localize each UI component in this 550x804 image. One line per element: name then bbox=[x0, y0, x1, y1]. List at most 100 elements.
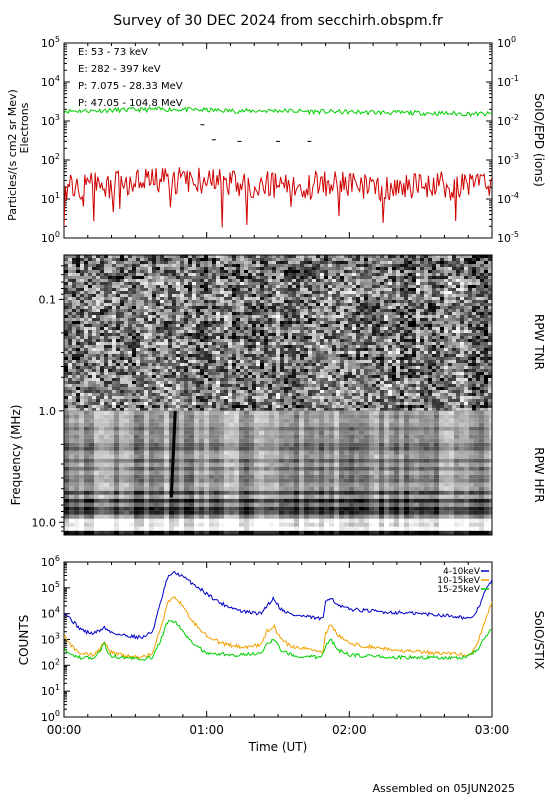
rpw-tnr-cell bbox=[408, 384, 412, 387]
rpw-tnr-cell bbox=[452, 330, 456, 333]
rpw-tnr-cell bbox=[148, 312, 152, 315]
rpw-tnr-cell bbox=[164, 273, 168, 276]
rpw-tnr-cell bbox=[144, 264, 148, 267]
rpw-tnr-cell bbox=[276, 345, 280, 348]
rpw-tnr-cell bbox=[376, 360, 380, 363]
rpw-tnr-cell bbox=[472, 315, 476, 318]
rpw-tnr-cell bbox=[168, 330, 172, 333]
rpw-tnr-cell bbox=[88, 315, 92, 318]
rpw-tnr-cell bbox=[464, 369, 468, 372]
rpw-tnr-cell bbox=[236, 384, 240, 387]
rpw-tnr-cell bbox=[152, 348, 156, 351]
rpw-tnr-cell bbox=[156, 273, 160, 276]
rpw-tnr-cell bbox=[448, 303, 452, 306]
rpw-tnr-cell bbox=[480, 354, 484, 357]
rpw-tnr-cell bbox=[116, 315, 120, 318]
rpw-tnr-cell bbox=[432, 264, 436, 267]
rpw-tnr-cell bbox=[464, 276, 468, 279]
rpw-tnr-cell bbox=[160, 381, 164, 384]
rpw-tnr-cell bbox=[364, 327, 368, 330]
rpw-tnr-cell bbox=[256, 354, 260, 357]
rpw-tnr-cell bbox=[328, 267, 332, 270]
rpw-tnr-cell bbox=[104, 261, 108, 264]
rpw-tnr-cell bbox=[256, 318, 260, 321]
rpw-tnr-cell bbox=[272, 381, 276, 384]
rpw-tnr-cell bbox=[408, 342, 412, 345]
rpw-tnr-cell bbox=[464, 360, 468, 363]
rpw-tnr-cell bbox=[480, 339, 484, 342]
rpw-tnr-cell bbox=[212, 294, 216, 297]
rpw-tnr-cell bbox=[168, 273, 172, 276]
rpw-tnr-cell bbox=[428, 267, 432, 270]
rpw-tnr-cell bbox=[372, 315, 376, 318]
rpw-tnr-cell bbox=[120, 324, 124, 327]
rpw-tnr-cell bbox=[208, 336, 212, 339]
rpw-tnr-cell bbox=[336, 300, 340, 303]
rpw-tnr-cell bbox=[252, 381, 256, 384]
rpw-tnr-cell bbox=[112, 321, 116, 324]
rpw-tnr-cell bbox=[404, 294, 408, 297]
rpw-tnr-cell bbox=[280, 363, 284, 366]
rpw-tnr-cell bbox=[184, 306, 188, 309]
rpw-tnr-cell bbox=[220, 327, 224, 330]
rpw-tnr-cell bbox=[388, 306, 392, 309]
rpw-tnr-cell bbox=[152, 318, 156, 321]
rpw-tnr-cell bbox=[472, 279, 476, 282]
rpw-tnr-cell bbox=[84, 348, 88, 351]
rpw-tnr-cell bbox=[68, 384, 72, 387]
rpw-tnr-cell bbox=[232, 348, 236, 351]
rpw-tnr-cell bbox=[484, 378, 488, 381]
rpw-tnr-cell bbox=[488, 339, 492, 342]
rpw-tnr-cell bbox=[176, 333, 180, 336]
rpw-tnr-cell bbox=[424, 366, 428, 369]
rpw-tnr-cell bbox=[384, 270, 388, 273]
rpw-tnr-cell bbox=[308, 303, 312, 306]
rpw-tnr-cell bbox=[220, 345, 224, 348]
rpw-tnr-cell bbox=[292, 357, 296, 360]
rpw-tnr-cell bbox=[368, 279, 372, 282]
rpw-tnr-cell bbox=[104, 369, 108, 372]
rpw-tnr-cell bbox=[476, 276, 480, 279]
rpw-tnr-cell bbox=[144, 345, 148, 348]
rpw-tnr-cell bbox=[200, 270, 204, 273]
rpw-tnr-cell bbox=[472, 270, 476, 273]
rpw-tnr-cell bbox=[320, 318, 324, 321]
rpw-tnr-cell bbox=[436, 258, 440, 261]
rpw-tnr-cell bbox=[72, 303, 76, 306]
rpw-tnr-cell bbox=[212, 300, 216, 303]
rpw-tnr-cell bbox=[76, 276, 80, 279]
rpw-tnr-cell bbox=[456, 357, 460, 360]
rpw-tnr-cell bbox=[120, 339, 124, 342]
rpw-tnr-cell bbox=[316, 348, 320, 351]
rpw-tnr-cell bbox=[484, 345, 488, 348]
rpw-tnr-cell bbox=[224, 351, 228, 354]
rpw-tnr-cell bbox=[100, 279, 104, 282]
rpw-tnr-cell bbox=[304, 276, 308, 279]
rpw-tnr-cell bbox=[460, 381, 464, 384]
rpw-tnr-cell bbox=[76, 339, 80, 342]
rpw-tnr-cell bbox=[356, 381, 360, 384]
rpw-tnr-cell bbox=[88, 366, 92, 369]
rpw-tnr-cell bbox=[156, 288, 160, 291]
rpw-tnr-cell bbox=[120, 285, 124, 288]
rpw-tnr-cell bbox=[216, 324, 220, 327]
rpw-tnr-cell bbox=[396, 336, 400, 339]
rpw-tnr-cell bbox=[412, 324, 416, 327]
rpw-tnr-cell bbox=[76, 324, 80, 327]
rpw-tnr-cell bbox=[388, 309, 392, 312]
rpw-tnr-cell bbox=[76, 318, 80, 321]
rpw-tnr-cell bbox=[112, 309, 116, 312]
rpw-tnr-cell bbox=[212, 336, 216, 339]
rpw-tnr-cell bbox=[240, 324, 244, 327]
rpw-tnr-cell bbox=[460, 291, 464, 294]
rpw-tnr-cell bbox=[340, 282, 344, 285]
rpw-tnr-cell bbox=[176, 306, 180, 309]
rpw-tnr-cell bbox=[328, 312, 332, 315]
rpw-tnr-cell bbox=[64, 366, 68, 369]
rpw-tnr-cell bbox=[256, 345, 260, 348]
rpw-tnr-cell bbox=[272, 285, 276, 288]
rpw-tnr-cell bbox=[88, 309, 92, 312]
rpw-tnr-cell bbox=[316, 297, 320, 300]
rpw-tnr-cell bbox=[384, 366, 388, 369]
rpw-tnr-cell bbox=[164, 321, 168, 324]
